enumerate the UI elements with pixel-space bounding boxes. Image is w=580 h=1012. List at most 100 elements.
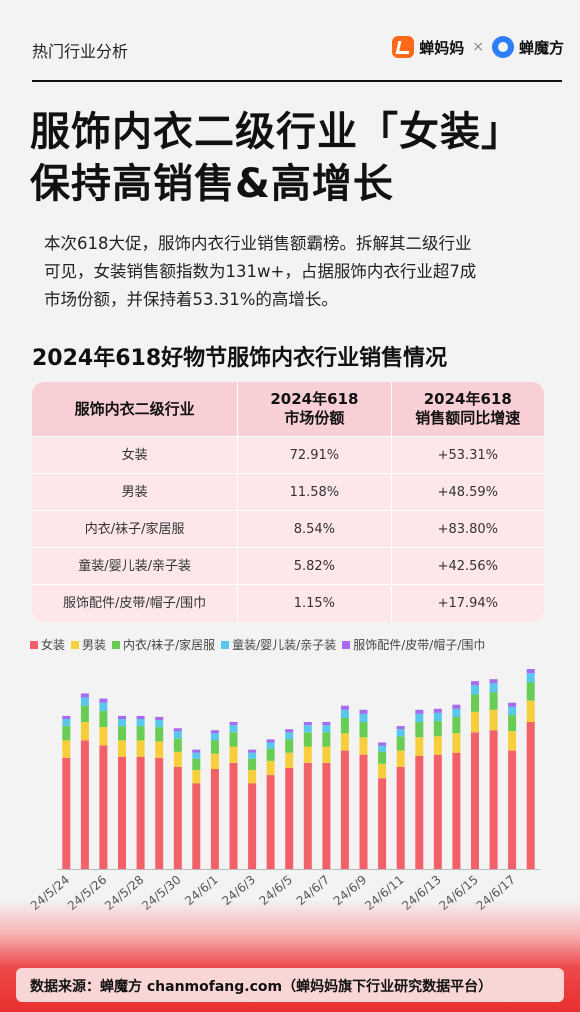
bar-segment <box>452 752 461 869</box>
bar-segment <box>359 737 368 755</box>
bar-segment <box>173 738 182 752</box>
header-growth: 2024年618 销售额同比增速 <box>390 382 544 436</box>
bar-segment <box>192 749 201 753</box>
bar-segment <box>378 778 387 869</box>
bar-segment <box>303 762 312 869</box>
legend-swatch <box>112 640 121 649</box>
chart-legend: 女装 男装 内衣/袜子/家居服 童装/婴儿装/亲子装 服饰配件/皮带/帽子/围巾 <box>30 636 570 653</box>
bar-segment <box>99 745 108 869</box>
bar-segment <box>62 719 71 727</box>
bar-segment <box>118 756 126 869</box>
legend-swatch <box>30 640 38 649</box>
bar-segment <box>526 669 535 674</box>
bar-segment <box>433 736 442 755</box>
chanmofang-logo-icon <box>491 36 514 58</box>
row-share: 11.58% <box>237 474 390 510</box>
bar-segment <box>266 748 275 761</box>
brand-chanmama-label: 蝉妈妈 <box>419 38 465 57</box>
header-growth-line-1: 2024年618 <box>423 390 512 408</box>
bar-segment <box>248 749 257 753</box>
bar-segment <box>322 722 331 726</box>
bar-segment <box>433 754 442 869</box>
data-source-note: 数据来源：蝉魔方 chanmofang.com（蝉妈妈旗下行业研究数据平台） <box>30 979 493 995</box>
bar-segment <box>155 741 164 758</box>
bar-segment <box>396 729 405 737</box>
bar-segment <box>266 742 275 749</box>
bar-segment <box>359 709 368 714</box>
bar-segment <box>80 697 89 706</box>
header-share-line-1: 2024年618 <box>270 390 359 408</box>
bar-segment <box>248 770 257 784</box>
bar-segment <box>229 725 238 733</box>
legend-swatch <box>71 640 80 649</box>
header-category: 服饰内衣二级行业 <box>74 399 195 418</box>
table-row: 内衣/袜子/家居服 8.54% +83.80% <box>32 510 544 547</box>
intro-line-3: 市场份额，并保持着53.31%的高增长。 <box>44 290 338 309</box>
brand-chanmofang-label: 蝉魔方 <box>518 38 564 57</box>
bar-segment <box>285 729 294 733</box>
bar-segment <box>266 739 275 743</box>
bar-segment <box>62 740 71 758</box>
header-divider <box>32 80 562 82</box>
page-headline: 服饰内衣二级行业「女装」 保持高销售&高增长 <box>30 106 580 210</box>
bar-segment <box>285 752 294 768</box>
bar-segment <box>229 746 238 763</box>
row-category: 女装 <box>121 447 148 463</box>
sales-table: 服饰内衣二级行业 2024年618 市场份额 2024年618 销售额同比增速 … <box>32 382 544 622</box>
bar-segment <box>118 719 126 727</box>
bar-segment <box>526 700 535 722</box>
bar-segment <box>62 715 71 719</box>
bar-segment <box>415 737 424 756</box>
bar-segment <box>526 682 535 701</box>
bar-segment <box>526 722 535 869</box>
bar-segment <box>192 758 201 770</box>
chanmama-logo-icon <box>392 36 415 58</box>
legend-label: 童装/婴儿装/亲子装 <box>232 638 337 652</box>
intro-paragraph: 本次618大促，服饰内衣行业销售额霸榜。拆解其二级行业 可见，女装销售额指数为1… <box>44 230 554 314</box>
bar-segment <box>396 726 405 730</box>
header-title: 热门行业分析 <box>32 42 129 61</box>
bar-segment <box>99 698 108 703</box>
bar-segment <box>136 756 145 869</box>
legend-label: 女装 <box>41 638 66 652</box>
bar-segment <box>508 731 517 751</box>
bar-segment <box>303 732 312 747</box>
brand-logos: 蝉妈妈 × 蝉魔方 <box>392 36 564 58</box>
bar-segment <box>489 709 498 731</box>
header-share: 2024年618 市场份额 <box>237 382 390 436</box>
bar-segment <box>80 693 89 698</box>
header-share-line-2: 市场份额 <box>284 409 345 427</box>
bar-segment <box>452 733 461 753</box>
bar-segment <box>173 728 182 732</box>
bar-segment <box>452 708 461 717</box>
row-category: 男装 <box>121 484 148 500</box>
bar-segment <box>396 766 405 869</box>
bar-segment <box>62 726 71 741</box>
bar-segment <box>248 752 257 759</box>
bar-segment <box>526 673 535 683</box>
bar-segment <box>155 757 164 869</box>
bar-segment <box>99 702 108 711</box>
bar-segment <box>173 751 182 767</box>
legend-item: 服饰配件/皮带/帽子/围巾 <box>342 636 485 653</box>
bar-segment <box>210 730 219 734</box>
bar-segment <box>415 722 424 738</box>
bar-segment <box>471 732 479 869</box>
bar-segment <box>489 730 498 869</box>
row-growth: +83.80% <box>390 511 544 547</box>
bar-segment <box>303 725 312 733</box>
bar-segment <box>210 753 219 769</box>
bar-segment <box>340 733 349 751</box>
bar-segment <box>471 685 479 695</box>
table-row: 男装 11.58% +48.59% <box>32 473 544 510</box>
bar-segment <box>192 783 201 869</box>
bar-segment <box>489 679 498 684</box>
bar-segment <box>433 721 442 737</box>
bar-segment <box>452 704 461 709</box>
bar-segment <box>303 746 312 763</box>
legend-label: 内衣/袜子/家居服 <box>123 638 216 652</box>
brand-separator: × <box>472 39 484 55</box>
bar-segment <box>80 740 89 869</box>
bar-segment <box>229 762 238 869</box>
stacked-bar-chart: 24/5/2424/5/2624/5/2824/5/3024/6/124/6/3… <box>28 669 540 913</box>
